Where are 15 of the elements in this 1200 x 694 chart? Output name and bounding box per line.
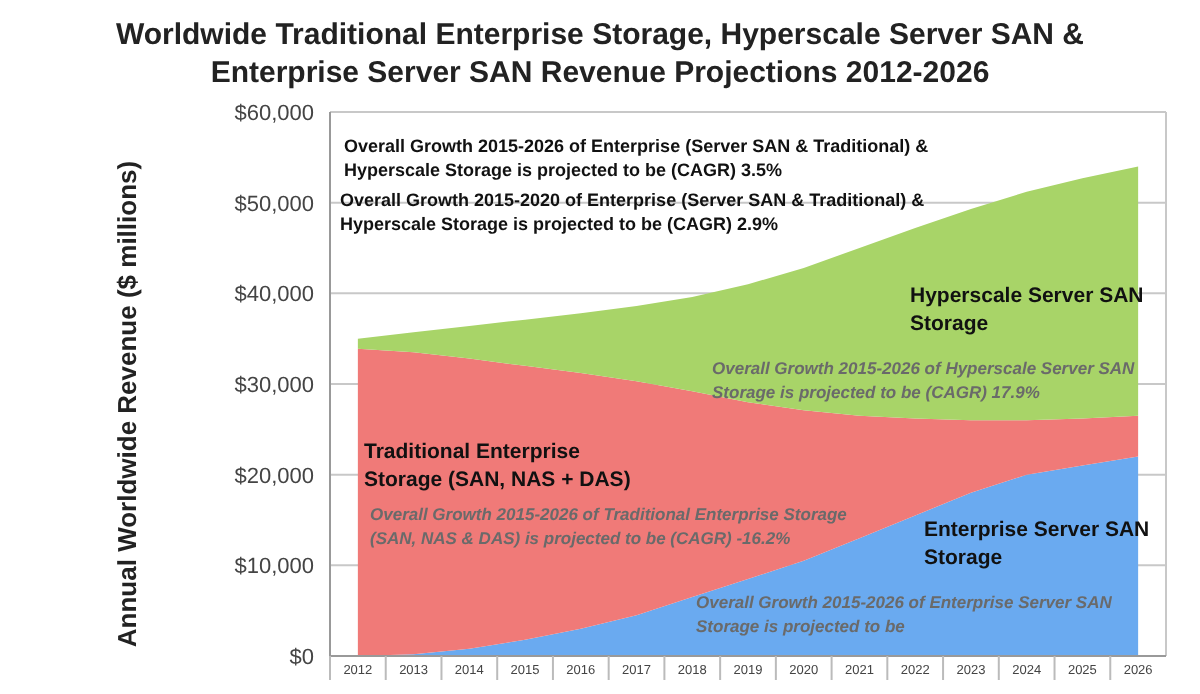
y-tick-label: $60,000	[234, 102, 314, 126]
y-tick-label: $0	[289, 646, 314, 670]
y-tick-label: $30,000	[234, 374, 314, 398]
annotation: Overall Growth 2015-2026 of Hyperscale Server SAN Storage is projected to be (CAGR) 17.9%	[712, 358, 1137, 402]
y-axis-title: Annual Worldwide Revenue ($ millions)	[112, 160, 142, 648]
series-label: Traditional Enterprise Storage (SAN, NAS + DAS)	[364, 440, 631, 492]
chart-title: Worldwide Traditional Enterprise Storage, Hyperscale Server SAN & Enterprise Server SAN Revenue Projections 2012-2026	[115, 18, 1085, 90]
y-tick-label: $10,000	[234, 555, 314, 580]
annotation: Overall Growth 2015-2026 of Enterprise (Server SAN & Traditional) & Hyperscale Storage is projected to be (CAGR) 3.5%	[344, 136, 930, 180]
y-tick-label: $40,000	[234, 283, 314, 308]
annotation: Overall Growth 2015-2026 of Enterprise Server SAN Storage is projected to be	[696, 592, 1114, 636]
annotation: Overall Growth 2015-2020 of Enterprise (Server SAN & Traditional) & Hyperscale Storage is projected to be (CAGR) 2.9%	[340, 190, 926, 234]
annotation: Overall Growth 2015-2026 of Traditional Enterprise Storage (SAN, NAS & DAS) is projected to be (CAGR) -16.2%	[370, 504, 848, 548]
y-tick-label: $20,000	[234, 464, 314, 489]
y-tick-label: $50,000	[234, 192, 314, 217]
